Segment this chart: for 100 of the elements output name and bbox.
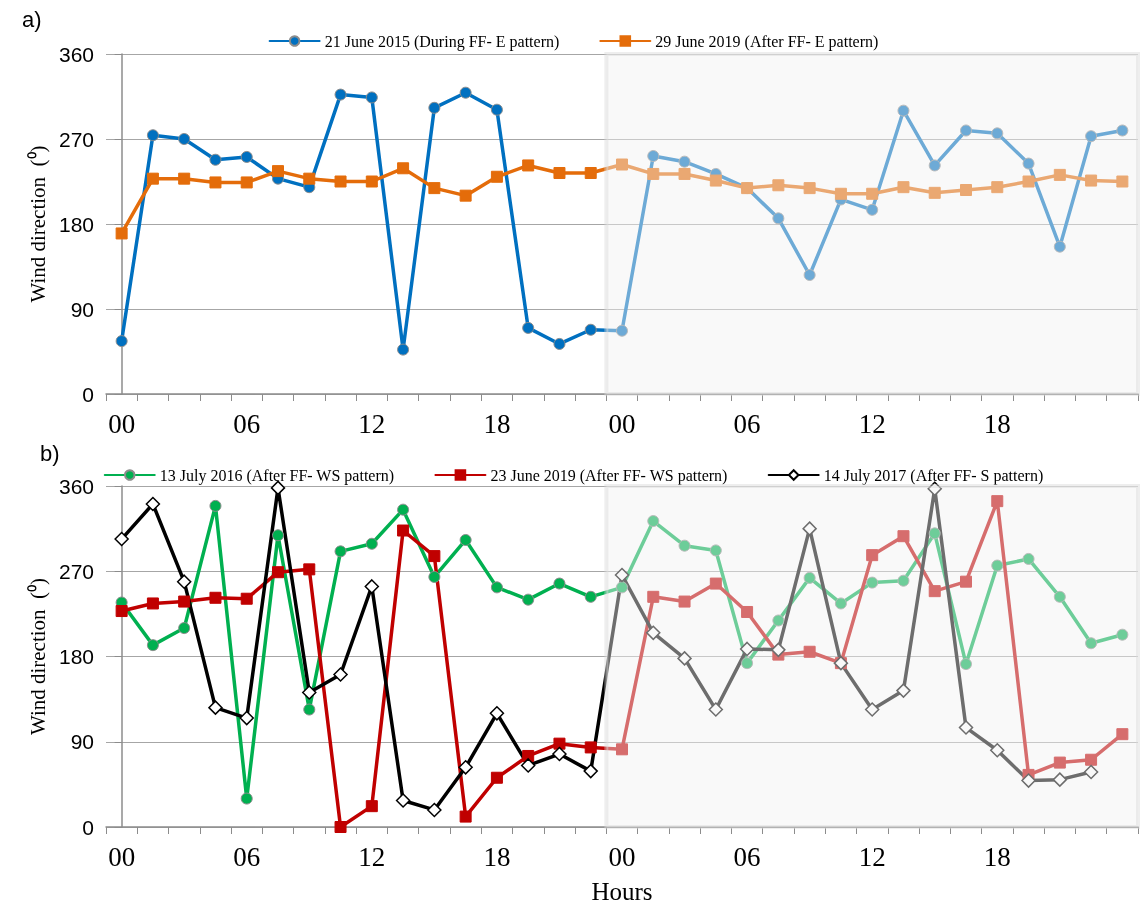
y-tick-label: 90 xyxy=(70,297,94,321)
point xyxy=(209,176,222,189)
point xyxy=(145,496,161,512)
point xyxy=(490,581,503,594)
legend-label: 14 July 2017 (After FF- S pattern) xyxy=(823,466,1044,485)
point xyxy=(365,800,378,813)
point xyxy=(303,172,316,185)
point xyxy=(176,574,192,589)
y-tick-label: 180 xyxy=(58,212,94,236)
point xyxy=(991,559,1004,572)
point xyxy=(990,743,1005,758)
point xyxy=(866,187,879,200)
point xyxy=(397,162,410,175)
point xyxy=(897,104,910,117)
x-tick-label: 12 xyxy=(358,408,386,439)
point xyxy=(709,544,722,557)
point xyxy=(647,167,660,180)
point xyxy=(334,88,347,101)
y-tick-label: 0 xyxy=(82,815,94,839)
point xyxy=(866,203,879,216)
point xyxy=(741,657,754,670)
point xyxy=(146,172,159,185)
point xyxy=(302,685,317,700)
point xyxy=(1053,756,1066,769)
point xyxy=(272,165,284,178)
y-tick-label: 180 xyxy=(58,645,94,668)
point xyxy=(866,549,879,562)
point xyxy=(1022,175,1035,188)
point xyxy=(866,576,879,589)
point xyxy=(834,597,847,610)
point xyxy=(397,343,410,356)
point xyxy=(678,167,691,180)
point xyxy=(584,590,597,603)
x-tick-label: 06 xyxy=(733,408,761,439)
point xyxy=(960,124,972,137)
point xyxy=(1116,175,1129,188)
point xyxy=(552,746,567,762)
point xyxy=(490,771,503,784)
point xyxy=(1116,728,1129,741)
point xyxy=(489,706,505,721)
point xyxy=(584,167,597,179)
y-axis-title: Wind direction (⁰) xyxy=(25,577,50,736)
point xyxy=(333,667,348,682)
text: a) xyxy=(22,6,42,32)
point xyxy=(146,129,159,142)
point xyxy=(584,741,597,754)
x-tick-label: 06 xyxy=(733,841,761,872)
point xyxy=(520,758,536,773)
point xyxy=(803,645,816,658)
point xyxy=(772,179,785,192)
x-axis-title: Hours xyxy=(591,878,653,905)
point xyxy=(395,793,411,808)
point xyxy=(1085,130,1098,143)
point xyxy=(616,581,628,594)
point xyxy=(428,550,441,563)
point xyxy=(459,189,472,202)
legend-label: 23 June 2019 (After FF- WS pattern) xyxy=(490,466,728,485)
y-tick-label: 0 xyxy=(82,382,94,406)
point xyxy=(991,495,1004,508)
x-tick-label: 00 xyxy=(608,408,636,439)
point xyxy=(553,167,566,179)
y-tick-label: 270 xyxy=(58,127,94,151)
point xyxy=(678,595,691,608)
point xyxy=(146,639,159,652)
point xyxy=(1053,240,1066,253)
point xyxy=(1053,590,1066,603)
point xyxy=(647,150,660,162)
point xyxy=(897,530,910,543)
point xyxy=(146,597,159,610)
point xyxy=(991,127,1004,140)
point xyxy=(1116,124,1129,137)
point xyxy=(1083,764,1099,780)
point xyxy=(553,737,566,750)
point xyxy=(646,625,661,641)
point xyxy=(1052,772,1068,787)
point xyxy=(459,810,472,823)
point xyxy=(522,159,535,172)
point xyxy=(928,527,941,540)
point xyxy=(239,710,254,726)
point xyxy=(616,324,628,337)
point xyxy=(365,537,378,550)
point xyxy=(960,658,972,671)
point xyxy=(428,570,441,583)
point xyxy=(896,683,911,698)
x-tick-label: 12 xyxy=(358,841,386,872)
x-tick-label: 18 xyxy=(483,408,511,439)
point xyxy=(459,533,472,546)
point xyxy=(928,186,941,199)
point xyxy=(1085,174,1098,187)
y-tick-label: 270 xyxy=(58,559,94,583)
point xyxy=(178,133,191,145)
point xyxy=(647,515,660,528)
text: b) xyxy=(40,440,60,466)
x-tick-label: 18 xyxy=(983,408,1011,439)
x-tick-label: 06 xyxy=(233,841,261,872)
point xyxy=(397,503,410,516)
point xyxy=(240,792,253,805)
point xyxy=(553,337,566,350)
point xyxy=(616,158,628,171)
point xyxy=(303,563,316,576)
